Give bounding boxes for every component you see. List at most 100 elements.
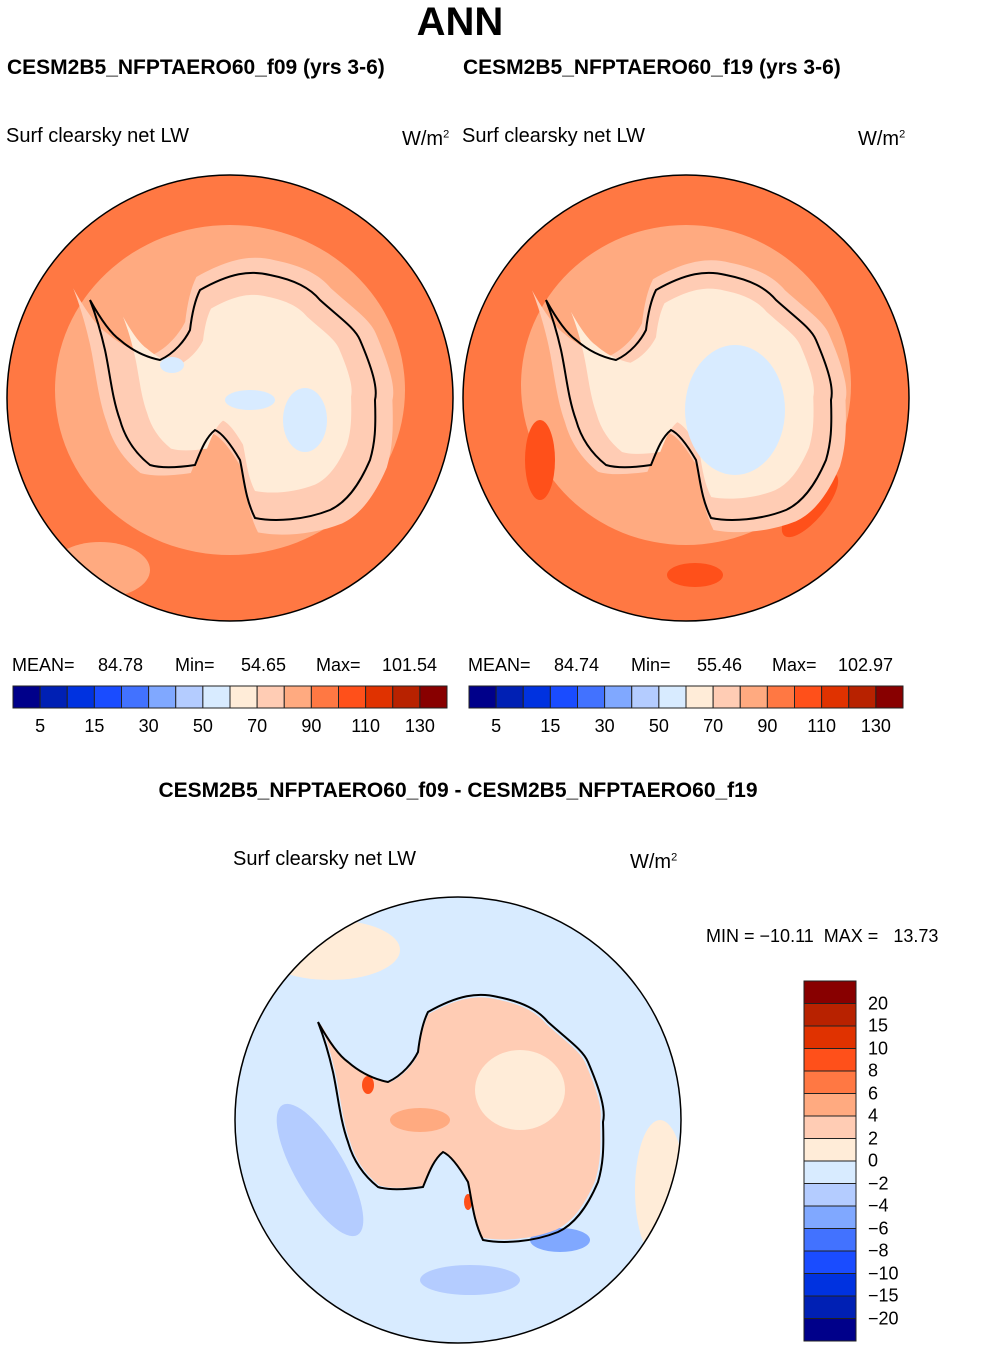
panel1-min: 54.65 [241,655,287,675]
diff-colorbar-label: 4 [868,1105,879,1126]
panel2-colorbar-box [522,685,551,709]
panel2-colorbar-box [794,685,823,709]
panel1-colorbar-box [229,685,258,709]
panel2-min: 55.46 [697,655,743,675]
panel1-colorbar-box [392,685,421,709]
panel2-colorbar-box [577,685,606,709]
panel1-variable: Surf clearsky net LW [6,125,190,147]
panel1-colorbar-box [256,685,285,709]
panel2-map-border [462,174,910,622]
panel1-colorbar-box [283,685,312,709]
panel2-colorbar-box [821,685,850,709]
panel1-colorbar-box [12,685,41,709]
diff-colorbar-label: −8 [868,1240,889,1261]
diff-min-max: MIN = −10.11 MAX = 13.73 [706,926,939,946]
diff-colorbar-label: −2 [868,1173,889,1193]
panel2-map [463,175,909,621]
panel2-colorbar-label: 15 [540,716,561,736]
diff-colorbar-box [803,1160,857,1184]
diff-colorbar-box [803,1318,857,1342]
diff-colorbar-label: 0 [868,1150,879,1171]
diff-colorbar-box [803,980,857,1004]
panel1-colorbar-box [202,685,231,709]
diff-colorbar-box [803,1205,857,1229]
diff-colorbar-label: 10 [868,1038,889,1058]
panel2-case-title: CESM2B5_NFPTAERO60_f19 (yrs 3-6) [463,56,841,79]
panel1-colorbar-box [175,685,204,709]
diff-colorbar-box [803,1138,857,1162]
panel1-mean: 84.78 [98,655,144,675]
panel2-colorbar-box [875,685,904,709]
panel1-colorbar-label: 90 [301,716,322,736]
panel2-colorbar-label: 90 [757,716,778,736]
panel2-min-label: Min= [631,655,671,675]
panel2-mean: 84.74 [554,655,600,675]
panel1-colorbar-box [365,685,394,709]
panel1-min-label: Min= [175,655,215,675]
panel2-colorbar-box [766,685,795,709]
diff-map-border [234,896,682,1344]
diff-colorbar-box [803,1228,857,1252]
panel2-colorbar-box [739,685,768,709]
panel1-map-border [6,174,454,622]
diff-colorbar-box [803,1025,857,1049]
panel2-max-label: Max= [772,655,817,675]
diff-colorbar-box [803,1250,857,1274]
panel1-colorbar-label: 110 [351,716,380,736]
panel1-colorbar-box [338,685,367,709]
panel2-colorbar-label: 130 [860,716,891,736]
panel2-colorbar-label: 5 [491,716,502,736]
panel1-colorbar-label: 5 [35,716,46,736]
diff-colorbar-label: 15 [868,1015,889,1036]
panel1-colorbar-box [419,685,448,709]
panel2-colorbar-label: 50 [648,716,669,736]
panel2-colorbar-box [712,685,741,709]
panel1-colorbar-label: 30 [138,716,159,736]
panel1-map [7,175,453,621]
diff-colorbar-box [803,1003,857,1027]
panel2-colorbar-box [848,685,877,709]
panel1-units: W/m2 [402,128,450,150]
panel2-colorbar-box [468,685,497,709]
panel1-colorbar-label: 130 [404,716,435,736]
panel2-mean-label: MEAN= [468,655,531,675]
panel1-colorbar-box [66,685,95,709]
diff-colorbar-label: −6 [868,1218,889,1238]
figure-title: ANN [416,0,504,44]
diff-colorbar-label: −10 [868,1263,899,1283]
panel2-colorbar-box [658,685,687,709]
panel1-colorbar-box [121,685,150,709]
panel2-max: 102.97 [838,655,894,675]
panel1-colorbar-box [310,685,339,709]
diff-colorbar-label: 20 [868,993,889,1013]
diff-colorbar-box [803,1183,857,1207]
panel2-colorbar-box [495,685,524,709]
panel1-colorbar-label: 15 [84,716,105,736]
panel1-colorbar-box [93,685,122,709]
diff-units: W/m2 [630,851,678,873]
diff-variable: Surf clearsky net LW [233,848,417,870]
panel2-colorbar-box [631,685,660,709]
panel2-colorbar-box [685,685,714,709]
panel1-colorbar-label: 70 [247,716,268,736]
panel2-colorbar-box [604,685,633,709]
panel2-colorbar-label: 70 [703,716,724,736]
diff-colorbar-box [803,1273,857,1297]
diff-colorbar-label: 2 [868,1128,879,1148]
diff-colorbar-label: −15 [868,1285,899,1306]
diff-colorbar-label: −20 [868,1308,899,1328]
diff-colorbar-label: −4 [868,1195,889,1216]
panel1-max-label: Max= [316,655,361,675]
panel1-colorbar-box [39,685,68,709]
diff-colorbar-label: 8 [868,1060,879,1081]
panel1-colorbar-label: 50 [192,716,213,736]
diff-colorbar-label: 6 [868,1083,879,1103]
diff-colorbar-box [803,1295,857,1319]
panel2-colorbar-label: 30 [594,716,615,736]
diff-colorbar-box [803,1093,857,1117]
diff-title: CESM2B5_NFPTAERO60_f09 - CESM2B5_NFPTAER… [158,779,758,802]
panel2-variable: Surf clearsky net LW [462,125,646,147]
panel1-max: 101.54 [382,655,438,675]
panel1-case-title: CESM2B5_NFPTAERO60_f09 (yrs 3-6) [7,56,385,79]
